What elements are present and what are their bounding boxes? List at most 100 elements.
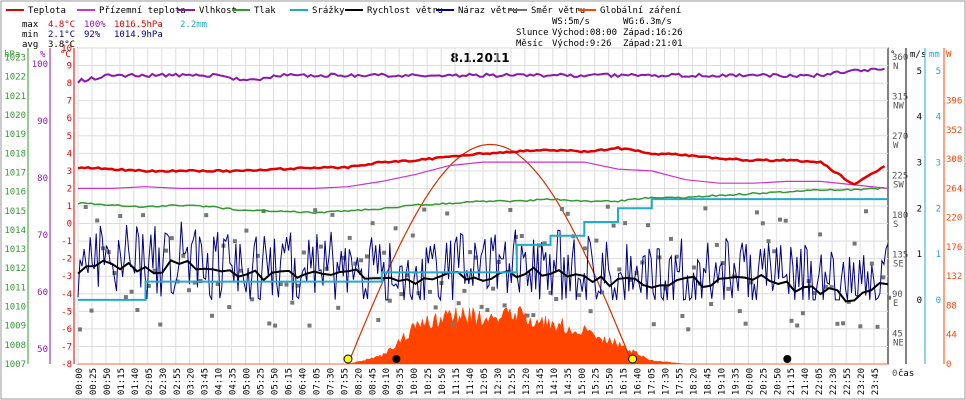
wind-direction-point — [737, 309, 742, 314]
tick-label-temperature: 3 — [67, 167, 72, 177]
wind-direction-point — [278, 282, 283, 287]
x-tick-label: 22:05 — [815, 368, 825, 395]
radiation-area — [78, 305, 888, 365]
wind-direction-point — [267, 321, 272, 326]
wind-direction-point — [887, 295, 891, 300]
wind-direction-point — [674, 254, 679, 259]
tick-label-pressure: 1010 — [4, 303, 26, 313]
x-tick-label: 23:45 — [871, 368, 881, 395]
wind-direction-point — [858, 324, 863, 329]
wind-direction-point — [118, 214, 123, 218]
wind-direction-point — [95, 218, 100, 223]
tick-label-compass: SE — [893, 260, 904, 270]
wind-direction-point — [250, 297, 255, 302]
tick-label-direction: 360 — [892, 53, 908, 63]
tick-label-pressure: 1019 — [4, 130, 26, 140]
x-tick-label: 20:50 — [773, 368, 783, 395]
wind-direction-point — [502, 303, 507, 308]
tick-label-compass: NW — [893, 102, 904, 112]
tick-label-direction: 135 — [892, 251, 908, 261]
tick-label-pressure: 1018 — [4, 149, 26, 159]
x-tick-label: 00:25 — [89, 368, 99, 395]
tick-label-direction: 180 — [892, 211, 908, 221]
legend-label-8: Směr větru — [531, 6, 585, 16]
wind-direction-point — [669, 236, 673, 241]
tick-label-temperature: 7 — [67, 97, 72, 107]
stats-max-pressure: 1016.5hPa — [114, 20, 163, 30]
legend-label-5: Srážky — [312, 6, 345, 16]
wind-direction-point — [743, 321, 748, 326]
wind-direction-point — [387, 298, 392, 303]
x-tick-label: 11:15 — [452, 368, 462, 395]
tick-label-temperature: -7 — [61, 342, 72, 352]
x-tick-label: 18:20 — [689, 368, 699, 395]
tick-label-humidity: 60 — [37, 288, 48, 298]
axis-unit-humidity: % — [40, 50, 46, 60]
sun-label: Slunce — [516, 28, 549, 38]
wind-direction-point — [531, 313, 536, 318]
legend-label-6: Rychlost větru — [367, 6, 443, 16]
wind-direction-point — [628, 277, 633, 282]
x-tick-label: 00:50 — [103, 368, 113, 395]
wind-direction-point — [353, 261, 358, 266]
wind-direction-point — [210, 313, 214, 318]
wind-direction-point — [129, 289, 134, 294]
wind-direction-point — [313, 208, 318, 213]
wind-direction-point — [141, 213, 146, 218]
wind-direction-point — [433, 305, 438, 310]
x-tick-label: 20:25 — [759, 368, 769, 395]
wind-direction-point — [709, 302, 714, 306]
sun-rise: Východ:08:00 — [552, 28, 617, 38]
wind-direction-point — [812, 291, 817, 295]
x-tick-label: 10:25 — [424, 368, 434, 395]
wind-direction-point — [582, 246, 587, 251]
wind-direction-point — [726, 286, 731, 291]
wind-direction-point — [577, 293, 582, 298]
wind-direction-point — [869, 261, 874, 266]
x-axis-label: čas — [898, 368, 914, 379]
tick-label-humidity: 50 — [37, 345, 48, 355]
moonset-marker — [783, 355, 792, 363]
wind-direction-point — [112, 271, 117, 275]
x-tick-label: 12:05 — [480, 368, 490, 395]
tick-label-temperature: 4 — [67, 149, 72, 159]
x-tick-label: 05:25 — [257, 368, 267, 395]
wind-direction-point — [376, 318, 381, 322]
wind-direction-point — [714, 242, 719, 247]
wind-direction-point — [548, 290, 553, 295]
wind-direction-point — [760, 221, 765, 226]
wind-direction-point — [152, 268, 157, 273]
tick-label-pressure: 1021 — [4, 92, 26, 102]
tick-label-pressure: 1020 — [4, 111, 26, 121]
x-tick-label: 04:35 — [229, 368, 239, 395]
tick-label-pressure: 1015 — [4, 207, 26, 217]
tick-label-humidity: 90 — [37, 117, 48, 127]
tick-label-direction: 270 — [892, 132, 908, 142]
stats-max-rain: 2.2mm — [180, 20, 207, 30]
stats-max-temp: 4.8°C — [48, 20, 75, 30]
wind-direction-point — [244, 228, 249, 233]
wind-direction-point — [158, 322, 163, 327]
tick-label-radiation: 264 — [946, 184, 962, 194]
stats-min-temp: 2.1°C — [48, 30, 75, 40]
tick-label-humidity: 100 — [32, 60, 48, 70]
wind-direction-point — [818, 232, 823, 237]
x-tick-label: 09:10 — [382, 368, 392, 395]
stats-min-humidity: 92% — [84, 30, 101, 40]
tick-label-compass: S — [893, 220, 898, 230]
tick-label-humidity: 70 — [37, 231, 48, 241]
tick-label-pressure: 1011 — [4, 283, 26, 293]
x-tick-label: 14:35 — [564, 368, 574, 395]
x-tick-label: 04:10 — [215, 368, 225, 395]
x-tick-label: 21:15 — [787, 368, 797, 395]
wind-direction-point — [290, 300, 295, 305]
wind-direction-point — [594, 238, 599, 243]
rain-line — [78, 198, 888, 301]
tick-label-temperature: -8 — [61, 360, 72, 370]
tick-label-temperature: -5 — [61, 307, 72, 317]
tick-label-wind: 0 — [917, 296, 922, 306]
stats-avg-label: avg — [22, 40, 38, 50]
x-tick-label: 16:40 — [634, 368, 644, 395]
x-tick-label: 03:45 — [201, 368, 211, 395]
wind-direction-point — [720, 261, 725, 266]
